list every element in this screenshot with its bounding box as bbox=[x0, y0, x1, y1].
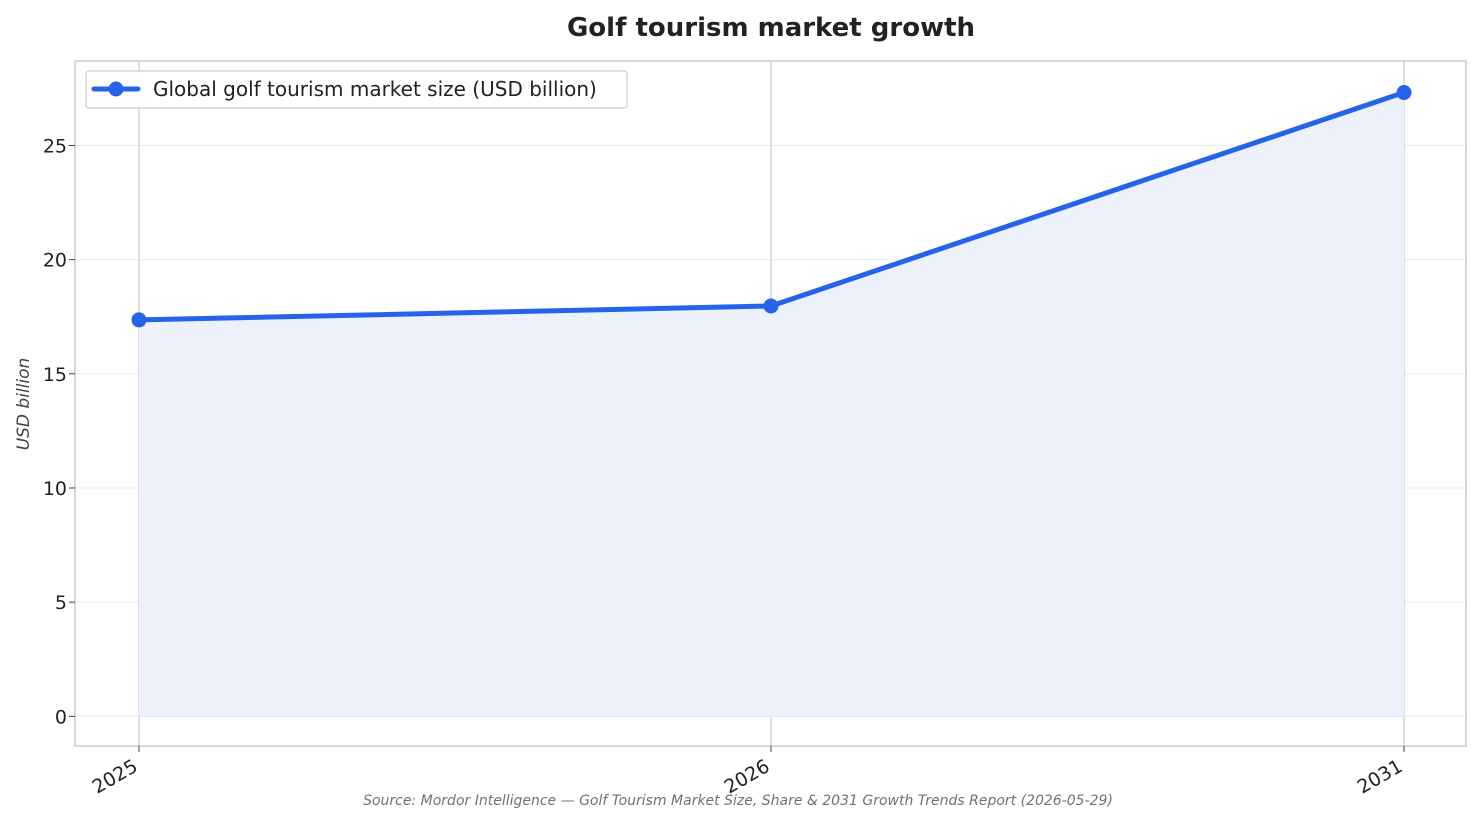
y-axis-ticks: 0 5 10 15 20 25 bbox=[43, 135, 75, 728]
y-tick-label: 5 bbox=[55, 592, 67, 614]
x-tick-label: 2025 bbox=[89, 755, 142, 798]
data-points bbox=[131, 85, 1412, 328]
legend-label: Global golf tourism market size (USD bil… bbox=[153, 77, 597, 101]
x-tick-label: 2031 bbox=[1354, 755, 1407, 798]
y-tick-label: 10 bbox=[43, 478, 67, 500]
y-tick-label: 20 bbox=[43, 250, 67, 272]
legend-box bbox=[85, 70, 628, 109]
x-axis-ticks: 2025 2026 2031 bbox=[89, 746, 1407, 799]
data-point bbox=[131, 312, 147, 328]
data-point bbox=[1396, 85, 1412, 101]
legend: Global golf tourism market size (USD bil… bbox=[85, 70, 628, 109]
legend-swatch-marker bbox=[108, 81, 124, 97]
y-tick-label: 0 bbox=[55, 706, 67, 728]
y-axis-label: USD billion bbox=[14, 358, 34, 451]
y-tick-label: 25 bbox=[43, 135, 67, 157]
area-fill bbox=[139, 92, 1404, 717]
y-tick-label: 15 bbox=[43, 364, 67, 386]
source-note: Source: Mordor Intelligence — Golf Touri… bbox=[363, 793, 1113, 809]
chart-title: Golf tourism market growth bbox=[567, 13, 975, 43]
data-point bbox=[763, 298, 779, 314]
